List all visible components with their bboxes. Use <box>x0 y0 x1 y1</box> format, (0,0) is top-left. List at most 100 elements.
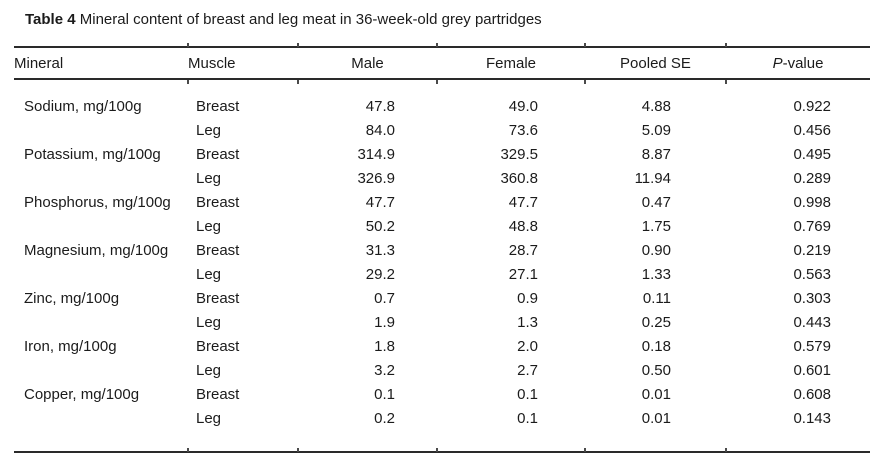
column-tick-mark <box>187 80 189 84</box>
female-value: 49.0 <box>508 97 538 115</box>
pooled-se-value: 11.94 <box>634 169 671 187</box>
male-value: 50.2 <box>365 217 395 235</box>
muscle-cell: Breast <box>196 385 240 403</box>
pooled-se-value: 0.11 <box>642 289 671 307</box>
mineral-cell <box>14 406 188 430</box>
pooled-se-value: 0.25 <box>641 313 671 331</box>
column-tick-mark <box>297 448 299 452</box>
table-row-zinc-breast: Zinc, mg/100g Breast 0.7 0.9 0.11 0.303 <box>14 286 870 310</box>
pooled-se-value: 0.18 <box>641 337 671 355</box>
female-value: 47.7 <box>508 193 538 211</box>
table-row-sodium-leg: Leg 84.0 73.6 5.09 0.456 <box>14 118 870 142</box>
column-tick-mark <box>436 448 438 452</box>
muscle-cell: Breast <box>196 97 240 115</box>
pooled-se-value: 0.01 <box>641 409 671 427</box>
p-value: 0.769 <box>793 217 831 235</box>
male-value: 326.9 <box>357 169 395 187</box>
table-row-magnesium-breast: Magnesium, mg/100g Breast 31.3 28.7 0.90… <box>14 238 870 262</box>
muscle-column-header: Muscle <box>188 46 298 80</box>
mineral-column-header: Mineral <box>14 46 188 80</box>
column-tick-mark <box>297 80 299 84</box>
column-tick-mark <box>725 80 727 84</box>
header-row: Mineral Muscle Male Female Pooled SE P-v… <box>14 46 870 80</box>
mineral-cell <box>14 214 188 238</box>
mineral-cell <box>14 262 188 286</box>
pooled-se-value: 4.88 <box>641 97 671 115</box>
muscle-cell: Leg <box>196 121 222 139</box>
p-value: 0.289 <box>793 169 831 187</box>
muscle-cell: Leg <box>196 313 222 331</box>
male-value: 47.8 <box>365 97 395 115</box>
p-value: 0.443 <box>793 313 831 331</box>
muscle-cell: Breast <box>196 241 240 259</box>
table-row-copper-leg: Leg 0.2 0.1 0.01 0.143 <box>14 406 870 430</box>
female-value: 2.0 <box>517 337 538 355</box>
female-value: 1.3 <box>517 313 538 331</box>
p-value: 0.143 <box>793 409 831 427</box>
pooled-se-value: 1.33 <box>641 265 671 283</box>
muscle-cell: Leg <box>196 217 222 235</box>
p-value: 0.563 <box>793 265 831 283</box>
p-value: 0.922 <box>793 97 831 115</box>
column-tick-mark <box>584 43 586 47</box>
female-value: 73.6 <box>508 121 538 139</box>
p-value-suffix: -value <box>782 54 824 72</box>
pooled-se-value: 0.50 <box>641 361 671 379</box>
male-value: 0.7 <box>374 289 395 307</box>
table-row-potassium-leg: Leg 326.9 360.8 11.94 0.289 <box>14 166 870 190</box>
mineral-cell: Sodium, mg/100g <box>24 97 142 115</box>
female-value: 2.7 <box>517 361 538 379</box>
mineral-cell <box>14 310 188 334</box>
female-value: 48.8 <box>508 217 538 235</box>
pooled-se-value: 1.75 <box>641 217 671 235</box>
table-row-zinc-leg: Leg 1.9 1.3 0.25 0.443 <box>14 310 870 334</box>
male-column-header: Male <box>298 46 437 80</box>
mineral-cell: Phosphorus, mg/100g <box>24 193 171 211</box>
table-caption-number: Table 4 <box>25 11 76 28</box>
table-caption: Table 4 Mineral content of breast and le… <box>25 11 542 29</box>
male-value: 0.2 <box>374 409 395 427</box>
column-tick-mark <box>725 43 727 47</box>
pooled-se-value: 0.47 <box>641 193 671 211</box>
mineral-cell <box>14 118 188 142</box>
column-tick-mark <box>584 448 586 452</box>
row-spacer <box>14 79 870 94</box>
female-value: 0.1 <box>517 409 538 427</box>
female-value: 0.1 <box>517 385 538 403</box>
p-value: 0.601 <box>793 361 831 379</box>
pooled-se-value: 5.09 <box>641 121 671 139</box>
p-value: 0.579 <box>793 337 831 355</box>
table-row-phosphorus-leg: Leg 50.2 48.8 1.75 0.769 <box>14 214 870 238</box>
column-tick-mark <box>725 448 727 452</box>
mineral-cell: Iron, mg/100g <box>24 337 117 355</box>
pooled-se-value: 0.90 <box>641 241 671 259</box>
p-value: 0.608 <box>793 385 831 403</box>
male-value: 3.2 <box>374 361 395 379</box>
pooled-se-column-header: Pooled SE <box>585 46 726 80</box>
female-value: 27.1 <box>508 265 538 283</box>
female-value: 28.7 <box>508 241 538 259</box>
muscle-cell: Leg <box>196 265 222 283</box>
male-value: 31.3 <box>365 241 395 259</box>
table-row-iron-leg: Leg 3.2 2.7 0.50 0.601 <box>14 358 870 382</box>
male-value: 1.8 <box>374 337 395 355</box>
mineral-cell <box>14 358 188 382</box>
muscle-cell: Leg <box>196 409 222 427</box>
female-column-header: Female <box>437 46 585 80</box>
p-value-italic-p: P <box>772 54 783 72</box>
male-value: 29.2 <box>365 265 395 283</box>
mineral-cell: Copper, mg/100g <box>24 385 140 403</box>
mineral-table: Mineral Muscle Male Female Pooled SE P-v… <box>14 46 870 453</box>
male-value: 84.0 <box>365 121 395 139</box>
female-value: 0.9 <box>517 289 538 307</box>
table-row-potassium-breast: Potassium, mg/100g Breast 314.9 329.5 8.… <box>14 142 870 166</box>
muscle-cell: Breast <box>196 289 240 307</box>
table-row-copper-breast: Copper, mg/100g Breast 0.1 0.1 0.01 0.60… <box>14 382 870 406</box>
column-tick-mark <box>187 43 189 47</box>
muscle-cell: Leg <box>196 361 222 379</box>
muscle-cell: Breast <box>196 193 240 211</box>
male-value: 47.7 <box>365 193 395 211</box>
p-value: 0.998 <box>793 193 831 211</box>
column-tick-mark <box>436 43 438 47</box>
